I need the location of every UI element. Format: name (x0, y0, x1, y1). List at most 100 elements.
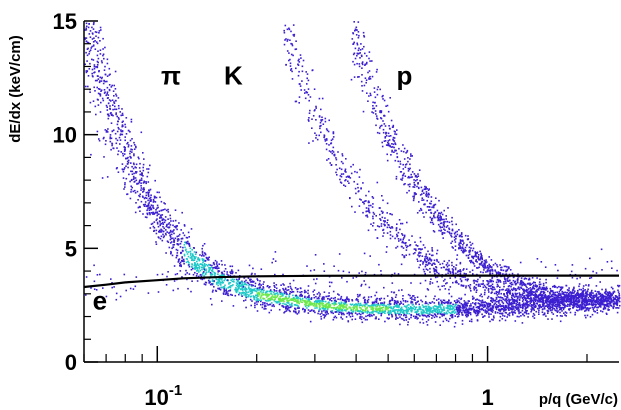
data-point (129, 180, 131, 183)
data-point (308, 296, 310, 299)
data-point (93, 37, 95, 39)
data-point (381, 310, 383, 313)
data-point (249, 290, 252, 293)
data-point (335, 300, 337, 303)
data-point (368, 204, 370, 207)
data-point (521, 322, 524, 324)
data-point (372, 225, 374, 227)
data-point (323, 296, 325, 299)
data-point (173, 241, 175, 243)
data-point (238, 286, 240, 289)
data-point (485, 307, 488, 309)
data-point (439, 313, 442, 315)
data-point (89, 36, 92, 38)
data-point (473, 308, 475, 311)
data-point (239, 281, 241, 283)
data-point (569, 300, 572, 302)
data-point (453, 312, 456, 314)
data-point (178, 260, 180, 262)
data-point (436, 315, 438, 318)
data-point (552, 301, 554, 303)
data-point (559, 300, 562, 303)
data-point (369, 305, 372, 307)
data-point (460, 302, 463, 305)
data-point (146, 213, 149, 216)
data-point (321, 97, 324, 100)
data-point (549, 296, 551, 298)
data-point (561, 303, 564, 306)
data-point (517, 296, 519, 299)
data-point (357, 295, 359, 298)
data-point (198, 267, 201, 270)
data-point (329, 306, 331, 308)
data-point (299, 300, 302, 302)
data-point (393, 310, 396, 312)
data-point (201, 255, 203, 257)
data-point (104, 91, 106, 93)
data-point (245, 279, 247, 282)
data-point (94, 79, 97, 82)
data-point (445, 301, 447, 304)
data-point (126, 193, 128, 196)
data-point (290, 287, 292, 290)
data-point (335, 316, 338, 319)
data-point (436, 312, 439, 314)
data-point (129, 197, 132, 200)
data-point (467, 254, 470, 257)
data-point (304, 296, 306, 299)
data-point (568, 308, 570, 311)
data-point (366, 210, 368, 212)
data-point (187, 255, 190, 258)
data-point (381, 302, 384, 304)
data-point (431, 250, 434, 252)
data-point (558, 301, 560, 304)
data-point (460, 297, 463, 300)
data-point (295, 294, 297, 297)
data-point (455, 311, 457, 313)
data-point (439, 306, 441, 308)
data-point (401, 234, 404, 236)
data-point (377, 312, 380, 315)
data-point (146, 175, 149, 178)
data-point (96, 64, 99, 66)
data-point (475, 291, 478, 293)
data-point (131, 148, 133, 151)
data-point (525, 312, 528, 315)
data-point (386, 219, 389, 221)
data-point (182, 260, 185, 263)
data-point (223, 289, 226, 292)
data-point (191, 249, 193, 251)
data-point (389, 311, 392, 313)
data-point (215, 278, 218, 281)
data-point (251, 291, 254, 294)
data-point (426, 324, 429, 326)
data-point (324, 117, 327, 120)
data-point (250, 304, 252, 307)
data-point (225, 287, 228, 290)
data-point (577, 295, 580, 297)
data-point (454, 268, 457, 271)
data-point (127, 156, 129, 159)
data-point (430, 254, 433, 257)
data-point (386, 202, 389, 205)
data-point (427, 263, 430, 265)
data-point (473, 309, 475, 312)
data-point (439, 303, 441, 306)
data-point (114, 108, 116, 111)
data-point (423, 216, 425, 218)
data-point (340, 295, 343, 298)
data-point (355, 299, 357, 301)
data-point (250, 285, 253, 288)
data-point (568, 287, 570, 289)
data-point (332, 132, 335, 134)
data-point (534, 292, 537, 295)
data-point (307, 94, 310, 96)
data-point (550, 298, 552, 301)
data-point (359, 49, 362, 51)
data-point (435, 266, 437, 268)
data-point (356, 303, 358, 305)
data-point (168, 246, 171, 249)
data-point (493, 292, 496, 295)
data-point (136, 190, 139, 193)
data-point (170, 250, 172, 253)
